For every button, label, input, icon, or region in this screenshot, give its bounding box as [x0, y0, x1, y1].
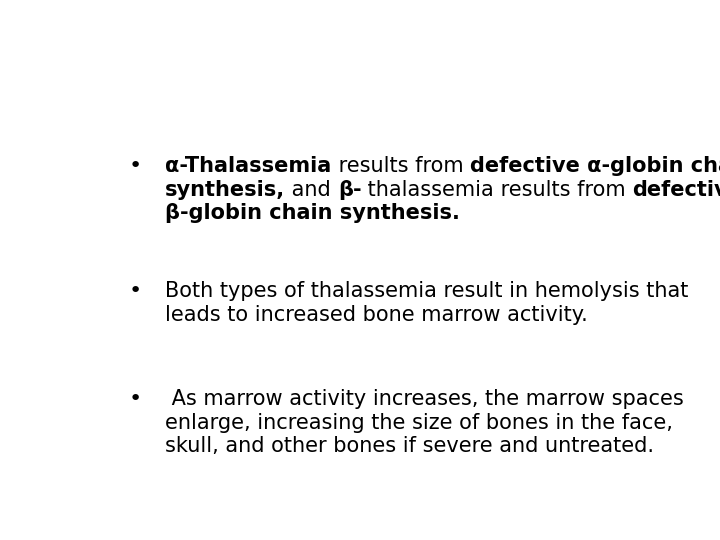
Text: and: and — [285, 180, 338, 200]
Text: α-Thalassemia: α-Thalassemia — [166, 156, 332, 176]
Text: •: • — [129, 389, 143, 409]
Text: defective α-globin chain: defective α-globin chain — [470, 156, 720, 176]
Text: β-globin chain synthesis.: β-globin chain synthesis. — [166, 204, 460, 224]
Text: •: • — [129, 156, 143, 176]
Text: leads to increased bone marrow activity.: leads to increased bone marrow activity. — [166, 305, 588, 325]
Text: skull, and other bones if severe and untreated.: skull, and other bones if severe and unt… — [166, 436, 654, 456]
Text: synthesis,: synthesis, — [166, 180, 285, 200]
Text: •: • — [129, 281, 143, 301]
Text: Both types of thalassemia result in hemolysis that: Both types of thalassemia result in hemo… — [166, 281, 689, 301]
Text: thalassemia: thalassemia — [361, 180, 494, 200]
Text: defective: defective — [632, 180, 720, 200]
Text: enlarge, increasing the size of bones in the face,: enlarge, increasing the size of bones in… — [166, 413, 673, 433]
Text: results from: results from — [494, 180, 632, 200]
Text: As marrow activity increases, the marrow spaces: As marrow activity increases, the marrow… — [166, 389, 684, 409]
Text: results from: results from — [332, 156, 470, 176]
Text: β-: β- — [338, 180, 361, 200]
